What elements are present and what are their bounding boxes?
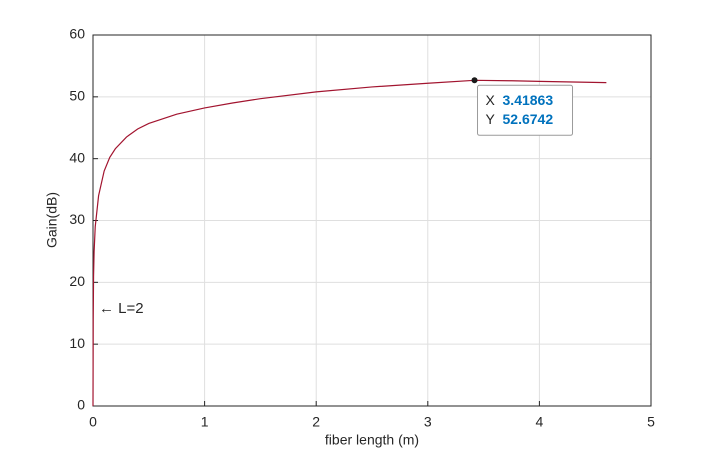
y-tick-label: 50 <box>69 88 85 104</box>
annotation: ← L=2 <box>99 300 144 317</box>
datatip-x-value: 3.41863 <box>503 92 554 108</box>
y-tick-label: 40 <box>69 149 85 165</box>
x-tick-label: 5 <box>647 414 655 430</box>
y-axis-label: Gain(dB) <box>44 192 60 248</box>
x-tick-label: 4 <box>536 414 544 430</box>
y-tick-label: 0 <box>77 397 85 413</box>
x-tick-label: 1 <box>201 414 209 430</box>
x-tick-label: 2 <box>312 414 320 430</box>
datatip-y-value: 52.6742 <box>503 111 554 127</box>
y-tick-label: 30 <box>69 211 85 227</box>
data-line <box>92 79 607 407</box>
x-tick-label: 3 <box>424 414 432 430</box>
y-tick-label: 60 <box>69 26 85 42</box>
plot-frame <box>92 34 652 407</box>
x-axis-label: fiber length (m) <box>325 432 419 448</box>
datatip-y-label: Y <box>486 111 496 127</box>
y-tick-label: 20 <box>69 273 85 289</box>
datatip-x-label: X <box>486 92 496 108</box>
y-tick-label: 10 <box>69 335 85 351</box>
x-tick-label: 0 <box>89 414 97 430</box>
datatip-marker <box>471 77 478 84</box>
datatip-box <box>477 84 574 136</box>
